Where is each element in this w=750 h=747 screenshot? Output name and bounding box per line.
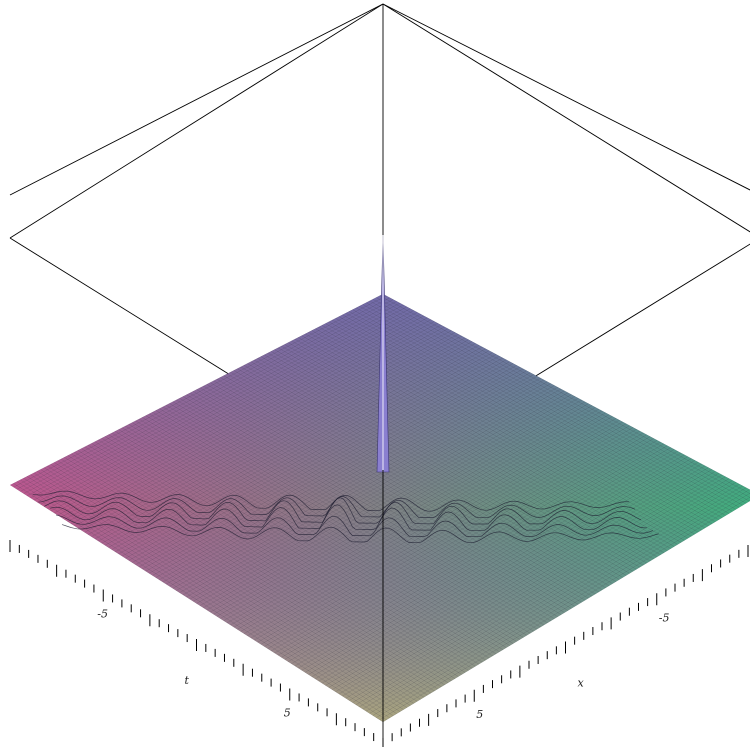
tick-label: -5	[659, 611, 670, 624]
axis-label: t	[185, 674, 190, 687]
box-edge-top-left	[9, 3, 384, 239]
ripple-line	[44, 497, 642, 525]
box-edge-upper-left	[9, 3, 384, 196]
mesh-lines	[10, 294, 750, 722]
tick-label: -5	[97, 608, 108, 621]
surface-features	[32, 234, 659, 544]
x-axis: -5 5 x	[382, 545, 749, 747]
axis-label: x	[578, 677, 585, 690]
tick-label: 5	[284, 707, 291, 720]
ripple-line	[61, 524, 659, 544]
t-axis: -5 5 t	[9, 540, 384, 747]
surface-fill	[10, 294, 750, 722]
ripple-line	[50, 504, 647, 531]
ripple-line	[32, 490, 630, 512]
tick-label: 5	[476, 708, 483, 721]
box-edge-top-right	[382, 3, 750, 233]
surface-mesh	[10, 294, 750, 722]
ripple-line	[56, 514, 654, 538]
box-edge-upper-right	[382, 3, 750, 191]
